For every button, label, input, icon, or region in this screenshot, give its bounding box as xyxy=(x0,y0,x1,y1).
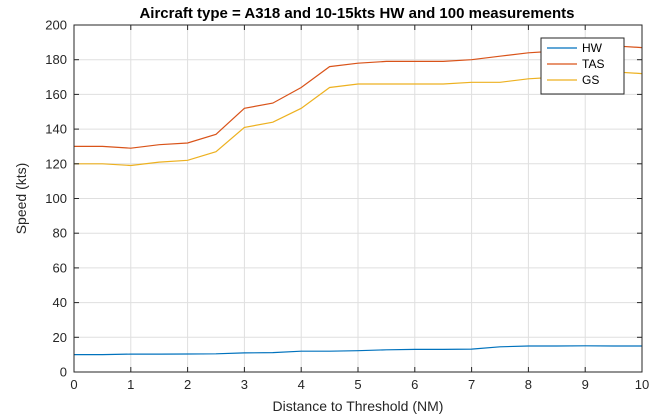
x-tick-label: 6 xyxy=(411,377,418,392)
y-tick-label: 160 xyxy=(45,87,67,102)
x-axis-label: Distance to Threshold (NM) xyxy=(273,398,444,414)
y-tick-label: 60 xyxy=(53,260,67,275)
legend: HW TAS GS xyxy=(540,37,625,95)
y-tick-label: 0 xyxy=(60,365,67,380)
y-tick-label: 140 xyxy=(45,122,67,137)
x-tick-label: 3 xyxy=(241,377,248,392)
legend-label-tas: TAS xyxy=(582,57,604,71)
x-tick-label: 10 xyxy=(635,377,649,392)
y-tick-label: 200 xyxy=(45,18,67,33)
legend-label-hw: HW xyxy=(582,41,603,55)
y-tick-label: 180 xyxy=(45,52,67,67)
x-tick-label: 1 xyxy=(127,377,134,392)
x-tick-label: 9 xyxy=(582,377,589,392)
y-tick-label: 20 xyxy=(53,330,67,345)
chart-title: Aircraft type = A318 and 10-15kts HW and… xyxy=(139,5,574,22)
legend-label-gs: GS xyxy=(582,73,599,87)
x-tick-label: 0 xyxy=(70,377,77,392)
x-tick-label: 8 xyxy=(525,377,532,392)
legend-box xyxy=(540,37,625,95)
y-tick-label: 120 xyxy=(45,156,67,171)
x-tick-label: 2 xyxy=(184,377,191,392)
x-tick-label: 7 xyxy=(468,377,475,392)
y-tick-label: 40 xyxy=(53,295,67,310)
y-axis-label: Speed (kts) xyxy=(13,163,29,235)
series-line-hw xyxy=(74,345,642,356)
y-tick-label: 100 xyxy=(45,191,67,206)
y-tick-label: 80 xyxy=(53,226,67,241)
x-tick-label: 5 xyxy=(354,377,361,392)
x-tick-label: 4 xyxy=(298,377,305,392)
